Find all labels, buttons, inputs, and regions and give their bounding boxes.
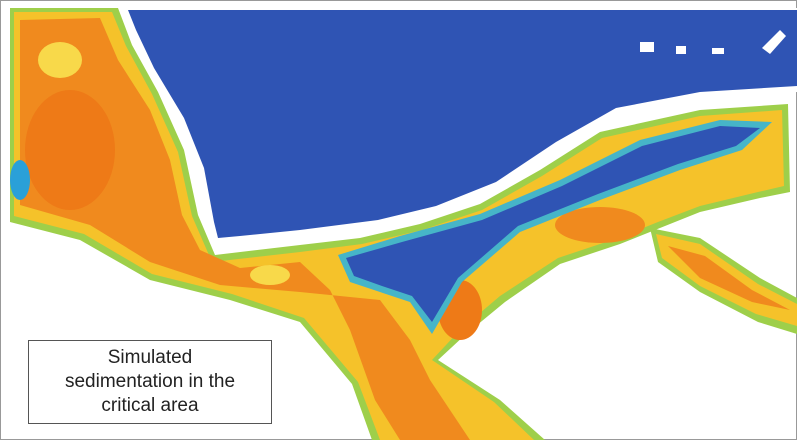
page: Simulated sedimentation in the critical … <box>0 0 797 440</box>
label: Simulated sedimentation in the critical … <box>51 346 249 418</box>
sediment-dark <box>25 90 115 210</box>
sediment-light <box>38 42 82 78</box>
gap <box>676 46 686 54</box>
sediment-light <box>250 265 290 285</box>
label-box: Simulated sedimentation in the critical … <box>28 340 272 424</box>
sediment-low <box>10 160 30 200</box>
gap <box>640 42 654 52</box>
gap <box>712 48 724 54</box>
